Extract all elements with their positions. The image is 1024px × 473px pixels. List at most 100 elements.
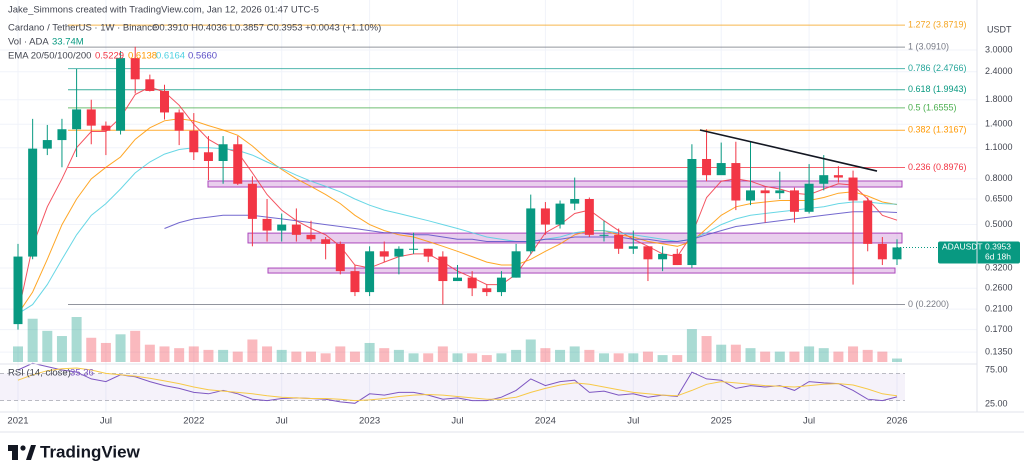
volume-bar bbox=[203, 349, 214, 362]
candle-body bbox=[833, 175, 843, 178]
rsi-tick-label: 75.00 bbox=[985, 364, 1008, 374]
volume-bar bbox=[701, 336, 712, 362]
axis-layer: 3.0000 2.4000 1.8000 1.4000 1.1000 0.8000 0.65… bbox=[7, 44, 1020, 427]
x-tick-label: Jul bbox=[451, 416, 463, 427]
volume-bar bbox=[130, 330, 141, 362]
volume-bar bbox=[86, 337, 97, 362]
volume-bar bbox=[774, 351, 785, 362]
candle-body bbox=[189, 130, 199, 153]
volume-bar bbox=[672, 355, 683, 362]
y-axis-title: USDT bbox=[987, 24, 1012, 34]
volume-bar bbox=[335, 346, 346, 362]
y-tick-label: 1.1000 bbox=[985, 142, 1013, 152]
fib-label: 0.382 (1.3167) bbox=[908, 125, 967, 135]
candle-body bbox=[453, 277, 462, 282]
candle-body bbox=[467, 277, 477, 289]
x-tick-label: 2022 bbox=[183, 416, 204, 427]
price-layer: 1.272 (3.8719) 1 (3.0910) 0.786 (2.4766) 0.… bbox=[13, 19, 967, 330]
volume-bar bbox=[804, 346, 815, 362]
y-tick-label: 1.4000 bbox=[985, 119, 1013, 129]
volume-bar bbox=[613, 353, 624, 362]
rsi-label: RSI (14, close) bbox=[8, 368, 71, 379]
candle-body bbox=[321, 239, 331, 244]
candle-body bbox=[306, 234, 316, 240]
volume-bar bbox=[745, 348, 756, 362]
candle-body bbox=[746, 190, 755, 201]
volume-value: 33.74M bbox=[52, 37, 84, 48]
candle-body bbox=[394, 248, 404, 257]
fib-label: 1.272 (3.8719) bbox=[908, 19, 967, 29]
y-tick-label: 0.5000 bbox=[985, 219, 1013, 229]
last-price-symbol: ADAUSDT bbox=[942, 242, 983, 252]
volume-bar bbox=[56, 336, 67, 362]
rsi-layer bbox=[0, 362, 905, 404]
ema-line bbox=[17, 147, 898, 315]
y-tick-label: 3.0000 bbox=[985, 44, 1013, 54]
volume-bar bbox=[760, 351, 771, 362]
volume-bar bbox=[481, 355, 492, 362]
volume-bar bbox=[144, 344, 155, 362]
volume-bar bbox=[833, 351, 844, 362]
candle-body bbox=[702, 158, 712, 176]
rsi-line bbox=[17, 362, 898, 404]
volume-bar bbox=[115, 334, 126, 362]
last-price-tag bbox=[938, 241, 1020, 264]
rsi-value: 35.36 bbox=[70, 368, 94, 379]
volume-bar bbox=[13, 346, 23, 362]
candle-body bbox=[438, 256, 448, 282]
ohlc: O0.3910 H0.4036 L0.3857 C0.3953 +0.0043 … bbox=[152, 23, 381, 34]
x-tick-label: 2026 bbox=[886, 416, 907, 427]
volume-bar bbox=[716, 344, 727, 362]
candle-body bbox=[877, 243, 887, 260]
symbol: Cardano / TetherUS · 1W · Binance bbox=[8, 23, 157, 34]
last-price-countdown: 6d 18h bbox=[985, 252, 1011, 262]
candle-body bbox=[247, 183, 257, 219]
volume-bar bbox=[686, 329, 697, 362]
volume-bar bbox=[42, 330, 53, 362]
volume-bar bbox=[408, 353, 419, 362]
candle-body bbox=[658, 253, 668, 260]
x-tick-label: 2021 bbox=[7, 416, 28, 427]
candle-body bbox=[72, 109, 82, 130]
candle-body bbox=[643, 246, 653, 260]
fib-label: 1 (3.0910) bbox=[908, 41, 949, 51]
candle-body bbox=[291, 224, 301, 235]
candle-body bbox=[116, 58, 126, 131]
y-tick-label: 0.2600 bbox=[985, 283, 1013, 293]
y-tick-label: 0.3200 bbox=[985, 262, 1013, 272]
candle-body bbox=[101, 125, 111, 131]
volume-bar bbox=[349, 351, 360, 362]
volume-bar bbox=[232, 351, 243, 362]
candle-body bbox=[57, 129, 67, 141]
logo-mark bbox=[20, 445, 26, 451]
volume-bar bbox=[71, 317, 82, 362]
candle-body bbox=[555, 203, 565, 225]
fib-label: 0.618 (1.9943) bbox=[908, 84, 967, 94]
logo-mark bbox=[26, 445, 36, 460]
volume-bar bbox=[276, 349, 287, 362]
volume-bar bbox=[379, 348, 390, 362]
candle-body bbox=[379, 251, 389, 257]
candle-body bbox=[628, 246, 638, 249]
x-tick-label: 2024 bbox=[535, 416, 556, 427]
x-tick-label: Jul bbox=[627, 416, 639, 427]
volume-bar bbox=[364, 342, 375, 362]
volume-bar bbox=[525, 339, 536, 362]
volume-bar bbox=[642, 351, 653, 362]
candle-body bbox=[892, 247, 902, 260]
logo-mark bbox=[12, 451, 18, 460]
zone bbox=[267, 267, 896, 274]
fib-label: 0.786 (2.4766) bbox=[908, 63, 967, 73]
candle-body bbox=[42, 140, 52, 149]
candle-body bbox=[848, 177, 858, 201]
candle-body bbox=[584, 198, 594, 235]
candle-body bbox=[496, 277, 506, 293]
volume-bar bbox=[291, 351, 302, 362]
candle-body bbox=[804, 183, 814, 212]
candle-body bbox=[540, 208, 550, 225]
candle-body bbox=[819, 175, 829, 184]
candle-body bbox=[203, 152, 213, 162]
candle-body bbox=[687, 158, 697, 266]
candle-body bbox=[614, 234, 624, 249]
volume-bar bbox=[27, 318, 38, 362]
